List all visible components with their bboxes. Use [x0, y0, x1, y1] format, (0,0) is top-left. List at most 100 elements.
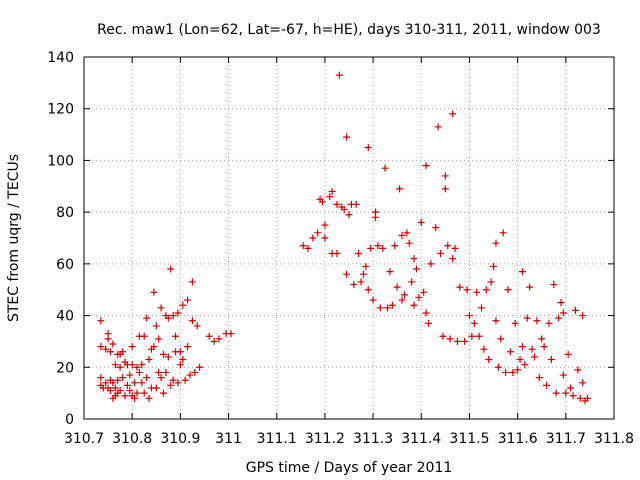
- data-point: [121, 392, 129, 400]
- y-tick-label: 20: [56, 360, 74, 376]
- data-point: [485, 356, 493, 364]
- data-point: [102, 379, 110, 387]
- plot-frame: [83, 56, 615, 420]
- data-point: [343, 133, 351, 141]
- data-point: [116, 387, 124, 395]
- data-point: [314, 229, 322, 237]
- data-point: [492, 239, 500, 247]
- data-point: [176, 361, 184, 369]
- data-point: [492, 317, 500, 325]
- data-point: [304, 244, 312, 252]
- data-point: [111, 384, 119, 392]
- data-point: [535, 374, 543, 382]
- data-point: [555, 314, 563, 322]
- data-point: [174, 379, 182, 387]
- data-point: [516, 356, 524, 364]
- data-point: [531, 353, 538, 361]
- data-point: [160, 350, 167, 358]
- data-point: [191, 368, 199, 376]
- data-point: [412, 265, 420, 273]
- data-point: [441, 172, 449, 180]
- data-point: [400, 291, 408, 299]
- data-point: [335, 71, 343, 79]
- data-point: [473, 288, 481, 296]
- data-point: [157, 304, 165, 312]
- data-point: [449, 110, 457, 118]
- data-point: [157, 374, 165, 382]
- x-tick-label: 310.7: [64, 431, 104, 447]
- data-point: [567, 384, 575, 392]
- data-point: [119, 348, 127, 356]
- data-point: [415, 293, 423, 301]
- data-point: [478, 304, 485, 312]
- data-point: [372, 213, 379, 221]
- data-point: [164, 314, 172, 322]
- data-point: [391, 242, 399, 250]
- x-tick-label: 311: [215, 431, 242, 447]
- y-tick-label: 60: [56, 257, 74, 273]
- data-point: [150, 343, 158, 351]
- data-point: [215, 335, 223, 343]
- x-tick-label: 311.8: [594, 431, 634, 447]
- y-tick-label: 80: [56, 205, 74, 221]
- data-point: [184, 343, 192, 351]
- y-axis-label: STEC from uqrg / TECUs: [6, 154, 22, 322]
- data-point: [449, 255, 457, 263]
- data-point: [364, 286, 372, 294]
- x-tick-label: 311.6: [498, 431, 538, 447]
- data-point: [427, 260, 435, 268]
- data-point: [359, 270, 367, 278]
- data-point: [521, 361, 529, 369]
- data-point: [109, 379, 117, 387]
- x-tick-label: 311.7: [546, 431, 586, 447]
- data-point: [179, 301, 187, 309]
- data-point: [398, 296, 406, 304]
- data-point: [357, 278, 365, 286]
- data-point: [468, 332, 476, 340]
- data-point: [403, 229, 411, 237]
- data-point: [584, 394, 591, 402]
- data-point: [543, 381, 551, 389]
- data-point: [116, 363, 124, 371]
- data-point: [434, 123, 442, 131]
- data-point: [164, 353, 172, 361]
- data-point: [188, 278, 196, 286]
- data-point: [497, 335, 505, 343]
- data-point: [482, 286, 490, 294]
- x-tick-label: 311.1: [257, 431, 297, 447]
- data-point: [162, 368, 170, 376]
- chart-title: Rec. maw1 (Lon=62, Lat=-67, h=HE), days …: [97, 22, 601, 38]
- data-point: [355, 250, 363, 258]
- data-point: [398, 231, 406, 239]
- data-point: [545, 319, 553, 327]
- data-point: [490, 262, 498, 270]
- x-tick-label: 310.9: [160, 431, 200, 447]
- data-point: [547, 356, 555, 364]
- data-point: [140, 389, 148, 397]
- data-point: [196, 363, 204, 371]
- data-point: [133, 363, 141, 371]
- data-point: [540, 343, 548, 351]
- data-point: [504, 286, 512, 294]
- x-axis-label: GPS time / Days of year 2011: [246, 460, 453, 476]
- data-point: [552, 389, 560, 397]
- data-point: [181, 376, 189, 384]
- data-point: [97, 343, 105, 351]
- data-point: [174, 309, 182, 317]
- data-point: [475, 332, 483, 340]
- data-point: [184, 296, 192, 304]
- data-point: [119, 374, 127, 382]
- data-point: [523, 314, 531, 322]
- data-point: [364, 144, 372, 151]
- x-tick-label: 311.5: [449, 431, 489, 447]
- data-point: [564, 350, 572, 358]
- data-point: [114, 376, 122, 384]
- data-point: [437, 250, 445, 258]
- data-point: [169, 312, 177, 320]
- data-point: [514, 366, 522, 374]
- data-point: [123, 381, 131, 389]
- data-point: [388, 301, 396, 309]
- data-point: [444, 242, 452, 250]
- data-point: [559, 309, 567, 317]
